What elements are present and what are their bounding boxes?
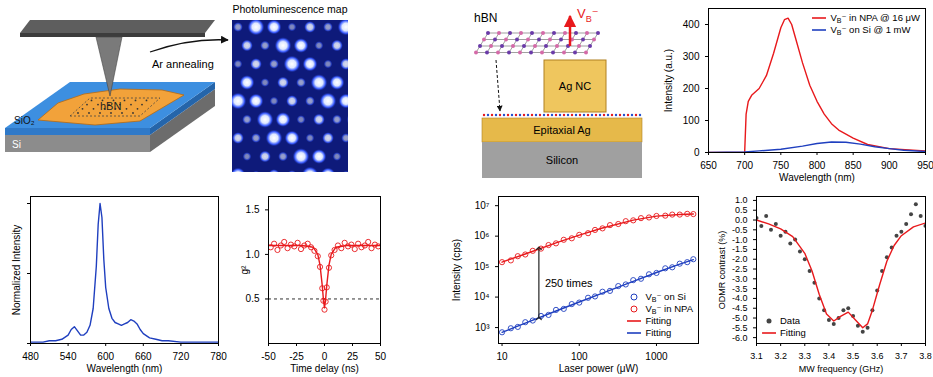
- svg-text:Ar annealing: Ar annealing: [152, 58, 214, 70]
- svg-text:1.5: 1.5: [246, 204, 260, 215]
- svg-text:650: 650: [700, 160, 717, 171]
- svg-text:1000: 1000: [645, 351, 668, 362]
- svg-text:3.7: 3.7: [895, 351, 908, 361]
- svg-text:MW frequency (GHz): MW frequency (GHz): [799, 364, 884, 374]
- svg-text:-50: -50: [261, 351, 276, 362]
- svg-text:-2.0: -2.0: [732, 254, 748, 264]
- svg-text:Time delay (ns): Time delay (ns): [290, 363, 359, 374]
- svg-text:750: 750: [772, 160, 789, 171]
- svg-text:-3.0: -3.0: [732, 274, 748, 284]
- svg-text:100: 100: [683, 115, 700, 126]
- html-text:VB⁻ on Si @ 1 mW: VB⁻ on Si @ 1 mW: [830, 24, 911, 36]
- svg-text:-0.5: -0.5: [732, 225, 748, 235]
- svg-text:Wavelength (nm): Wavelength (nm): [779, 172, 855, 183]
- svg-text:Ag NC: Ag NC: [559, 80, 591, 92]
- svg-text:3.8: 3.8: [919, 351, 932, 361]
- svg-text:-4.5: -4.5: [732, 303, 748, 313]
- svg-text:Laser power (μW): Laser power (μW): [559, 363, 639, 374]
- svg-text:Intensity (a.u.): Intensity (a.u.): [663, 49, 674, 112]
- svg-text:780: 780: [210, 351, 227, 362]
- svg-text:-3.5: -3.5: [732, 284, 748, 294]
- svg-text:25: 25: [347, 351, 359, 362]
- svg-text:-5.0: -5.0: [732, 313, 748, 323]
- svg-text:hBN: hBN: [100, 100, 121, 112]
- svg-text:800: 800: [809, 160, 826, 171]
- svg-text:600: 600: [97, 351, 114, 362]
- svg-text:950: 950: [917, 160, 933, 171]
- svg-text:540: 540: [60, 351, 77, 362]
- svg-text:10: 10: [496, 351, 508, 362]
- svg-text:-1.0: -1.0: [732, 235, 748, 245]
- svg-text:0.5: 0.5: [246, 293, 260, 304]
- svg-text:700: 700: [736, 160, 753, 171]
- svg-text:-5.5: -5.5: [732, 323, 748, 333]
- svg-text:Normalized Intensity: Normalized Intensity: [11, 225, 22, 316]
- html-text:VB⁻ on Si: VB⁻ on Si: [645, 291, 686, 303]
- svg-text:3.3: 3.3: [799, 351, 812, 361]
- svg-text:10⁵: 10⁵: [474, 261, 489, 272]
- svg-text:Si: Si: [12, 139, 21, 150]
- svg-text:g²: g²: [239, 265, 250, 275]
- svg-text:-6.0: -6.0: [732, 333, 748, 343]
- svg-text:200: 200: [683, 83, 700, 94]
- svg-text:hBN: hBN: [474, 11, 497, 25]
- svg-text:-1.5: -1.5: [732, 244, 748, 254]
- svg-text:-2.5: -2.5: [732, 264, 748, 274]
- svg-text:-4.0: -4.0: [732, 293, 748, 303]
- svg-text:300: 300: [683, 51, 700, 62]
- svg-text:10⁴: 10⁴: [474, 291, 489, 302]
- svg-text:3.2: 3.2: [774, 351, 787, 361]
- svg-text:720: 720: [173, 351, 190, 362]
- svg-text:0.5: 0.5: [735, 205, 748, 215]
- svg-text:660: 660: [135, 351, 152, 362]
- svg-text:1.0: 1.0: [735, 195, 748, 205]
- svg-text:50: 50: [375, 351, 387, 362]
- svg-text:Wavelength (nm): Wavelength (nm): [87, 363, 163, 374]
- svg-text:10⁷: 10⁷: [475, 200, 490, 211]
- html-text:Fitting: Fitting: [645, 315, 672, 326]
- svg-text:480: 480: [22, 351, 39, 362]
- html-text:VB⁻ in NPA @ 16 μW: VB⁻ in NPA @ 16 μW: [830, 12, 920, 24]
- svg-text:3.4: 3.4: [823, 351, 836, 361]
- svg-text:3.5: 3.5: [847, 351, 860, 361]
- svg-text:Silicon: Silicon: [546, 154, 578, 166]
- html-text:Fitting: Fitting: [780, 327, 806, 338]
- svg-text:0.0: 0.0: [735, 215, 748, 225]
- svg-text:0: 0: [322, 351, 328, 362]
- svg-text:850: 850: [845, 160, 862, 171]
- svg-text:SiO₂: SiO₂: [14, 115, 35, 126]
- html-text:Fitting: Fitting: [645, 327, 672, 338]
- svg-text:900: 900: [881, 160, 898, 171]
- svg-text:100: 100: [571, 351, 588, 362]
- svg-text:VB⁻: VB⁻: [577, 6, 599, 24]
- svg-text:Intensity (cps): Intensity (cps): [451, 239, 462, 301]
- svg-text:ODMR contrast (%): ODMR contrast (%): [717, 231, 727, 310]
- svg-text:3.6: 3.6: [871, 351, 884, 361]
- svg-text:-25: -25: [289, 351, 304, 362]
- svg-text:0: 0: [694, 147, 700, 158]
- svg-text:Photoluminescence map: Photoluminescence map: [233, 3, 348, 15]
- svg-text:250 times: 250 times: [545, 277, 593, 289]
- svg-text:Epitaxial Ag: Epitaxial Ag: [533, 124, 590, 136]
- svg-text:3.1: 3.1: [750, 351, 763, 361]
- svg-text:1.0: 1.0: [246, 249, 260, 260]
- svg-text:10⁶: 10⁶: [474, 230, 489, 241]
- svg-text:400: 400: [683, 19, 700, 30]
- html-text:Data: Data: [780, 315, 801, 326]
- html-text:VB⁻ in NPA: VB⁻ in NPA: [645, 303, 693, 315]
- svg-text:10³: 10³: [475, 322, 490, 333]
